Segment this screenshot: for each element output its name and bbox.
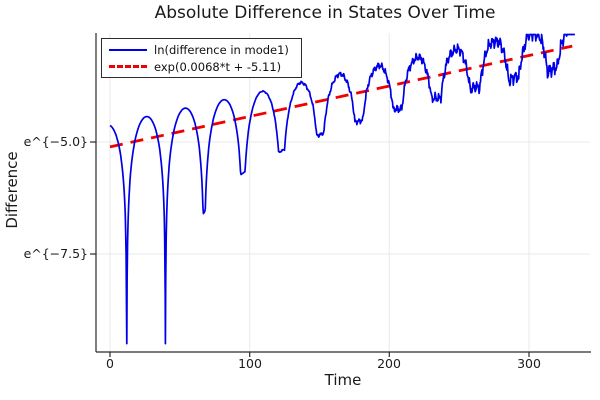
legend-entry-blue: ln(difference in mode1) (109, 41, 289, 58)
axis-spines (95, 33, 591, 353)
fit-line-series (109, 44, 573, 149)
x-tick-100: 100 (238, 356, 262, 371)
x-tick-0: 0 (106, 356, 114, 371)
x-axis-label: Time (324, 371, 362, 389)
legend-label-red: exp(0.0068*t + -5.11) (154, 59, 282, 74)
x-tick-200: 200 (377, 356, 401, 371)
tick-marks (90, 141, 530, 357)
y-tick-e-7-5: e^{−7.5} (23, 246, 88, 261)
ln-difference-series (109, 33, 576, 345)
legend-line-sample-dashed-icon (109, 65, 147, 68)
legend: ln(difference in mode1) exp(0.0068*t + -… (101, 38, 302, 78)
legend-entry-red: exp(0.0068*t + -5.11) (109, 58, 289, 75)
chart-title: Absolute Difference in States Over Time (154, 3, 496, 23)
y-tick-e-5: e^{−5.0} (23, 134, 88, 149)
legend-label-blue: ln(difference in mode1) (154, 42, 289, 57)
legend-line-sample-solid-icon (109, 48, 147, 51)
x-tick-300: 300 (517, 356, 541, 371)
